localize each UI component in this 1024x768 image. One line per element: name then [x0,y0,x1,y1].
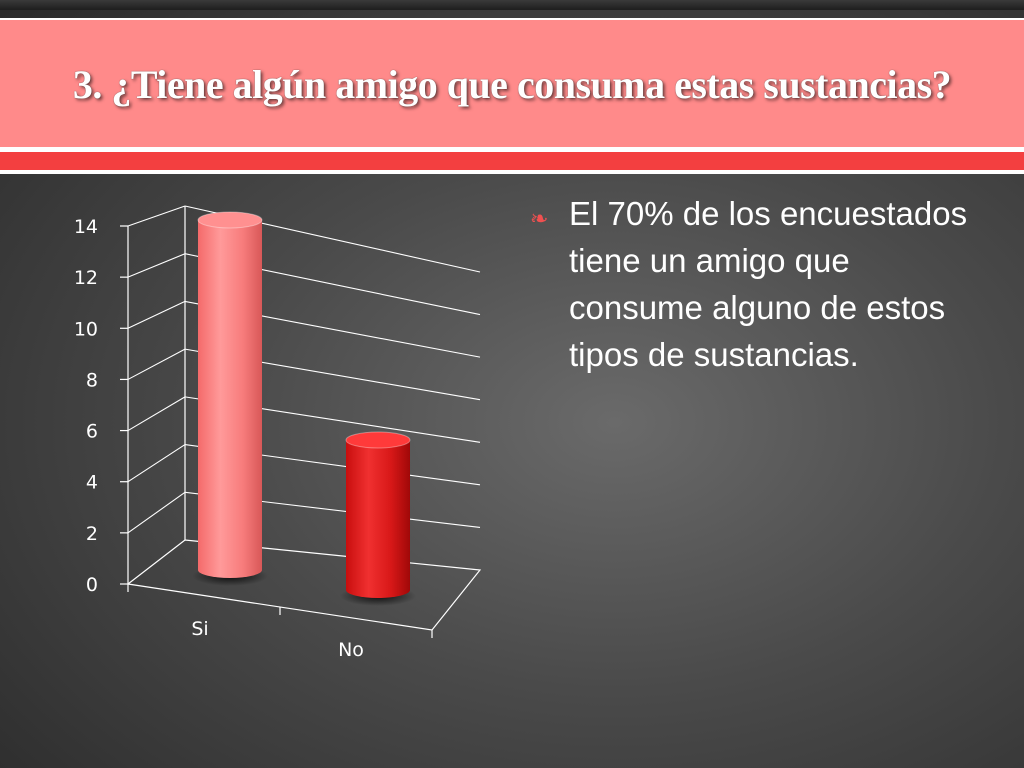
fleuron-bullet-icon: ❧ [530,207,549,232]
chart-axes [126,206,482,638]
x-category-label: Si [191,618,208,640]
gridline-side [127,300,186,329]
y-tick-label: 10 [74,318,98,340]
y-tick-label: 14 [74,216,98,238]
bar-si [197,211,263,578]
y-tick-label: 12 [74,267,98,289]
gridline-side [127,348,186,380]
y-tick-label: 4 [86,472,98,494]
title-band: 3. ¿Tiene algún amigo que consuma estas … [0,18,1024,149]
bar-body [198,220,262,578]
bar-top [197,211,263,229]
y-tick-label: 8 [86,369,98,391]
y-tick-label: 6 [86,421,98,443]
chart-floor [126,539,482,631]
slide-title: 3. ¿Tiene algún amigo que consuma estas … [72,62,952,107]
chart-categories: Si No [191,618,364,661]
gridline-side [127,253,186,278]
divider-white-stripe-lower [0,170,1024,174]
top-dark-bar [0,0,1024,10]
bar-no [345,431,411,598]
bar-top [345,431,411,449]
bar-body [346,440,410,598]
gridline-side [127,205,186,227]
gridline-side [127,444,186,483]
y-tick-label: 2 [86,523,98,545]
divider-red-stripe [0,152,1024,170]
gridline-side [127,491,186,534]
chart-y-ticks: 0 2 4 6 8 10 12 14 [74,216,128,596]
y-tick-label: 0 [86,574,98,596]
chart-bars [192,211,416,606]
x-category-label: No [338,639,364,661]
gridline-side [127,396,186,432]
chart-gridlines [127,205,481,534]
divider-white-stripe [0,147,1024,152]
bullet-text: El 70% de los encuestados tiene un amigo… [569,195,968,373]
